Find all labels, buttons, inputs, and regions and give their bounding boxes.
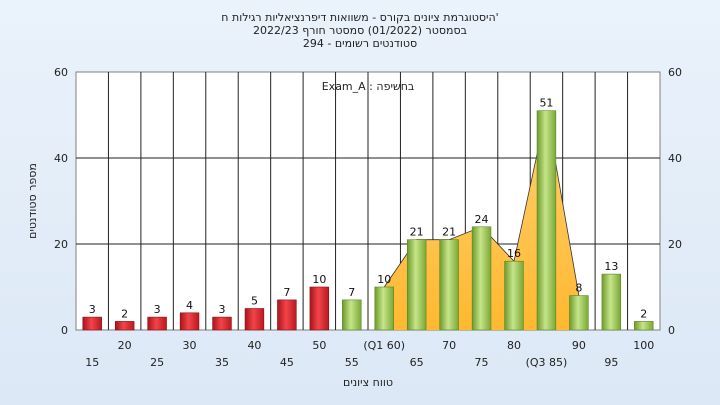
- y-axis-left: 0 20 40 60: [54, 66, 68, 337]
- x-tick-label: 65: [410, 356, 424, 369]
- y-tick-label: 20: [54, 238, 68, 251]
- y-axis-title: מספר סטודנטים: [26, 163, 39, 239]
- chart-title: 'היסטוגרמת ציונים בקורס - משוואות דיפרנצ…: [221, 11, 498, 50]
- x-tick-label: 25: [150, 356, 164, 369]
- x-tick-label: (Q1 60): [363, 339, 405, 352]
- value-labels: 3 2 3 4 3 5 7 10 7 10 21 21 24 16 51 8 13 2: [89, 97, 648, 321]
- value-label: 21: [410, 226, 424, 239]
- bar-45: [277, 299, 297, 331]
- bar-100: [634, 321, 654, 331]
- title-line-2: בסמסטר (01/2022) סמסטר חורף 2022/23: [253, 24, 467, 37]
- bar-50: [309, 286, 330, 331]
- value-label: 2: [121, 307, 128, 320]
- y-tick-label: 40: [54, 152, 68, 165]
- value-label: 24: [475, 213, 489, 226]
- bar-55: [342, 299, 362, 331]
- bar-15: [82, 316, 102, 331]
- title-line-3: סטודנטים רשומים - 294: [303, 37, 417, 50]
- value-label: 7: [348, 286, 355, 299]
- bar-Q385: [536, 110, 557, 331]
- x-tick-label: 55: [345, 356, 359, 369]
- x-tick-label: 50: [312, 339, 326, 352]
- y-tick-label-right: 40: [668, 152, 682, 165]
- bar-Q160: [374, 286, 394, 331]
- value-label: 5: [251, 295, 258, 308]
- x-tick-label: 90: [572, 339, 586, 352]
- distribution-area: [384, 110, 579, 330]
- x-tick-label: 80: [507, 339, 521, 352]
- x-tick-label: 45: [280, 356, 294, 369]
- bar-35: [212, 316, 232, 331]
- exam-annotation: בחשיפה : Exam_A: [322, 80, 415, 93]
- y-tick-label-right: 0: [668, 324, 675, 337]
- value-label: 3: [89, 303, 96, 316]
- y-tick-label-right: 60: [668, 66, 682, 79]
- x-tick-label: 100: [633, 339, 654, 352]
- x-tick-label: 75: [475, 356, 489, 369]
- x-tick-label: 70: [442, 339, 456, 352]
- x-tick-label: 35: [215, 356, 229, 369]
- x-axis: 15 20 25 30 35 40 45 50 55 (Q1 60) 65 70 75 80 (Q3 85)…: [85, 339, 654, 369]
- value-label: 16: [507, 247, 521, 260]
- value-label: 2: [640, 307, 647, 320]
- y-tick-label: 0: [61, 324, 68, 337]
- x-tick-label: 15: [85, 356, 99, 369]
- grid-lines: [76, 72, 660, 330]
- x-tick-label: 40: [247, 339, 261, 352]
- x-tick-label: 20: [118, 339, 132, 352]
- bar-65: [406, 239, 427, 331]
- bar-95: [601, 273, 622, 331]
- value-label: 7: [283, 286, 290, 299]
- y-axis-right: 0 20 40 60: [668, 66, 682, 337]
- x-tick-label: (Q3 85): [526, 356, 568, 369]
- x-tick-label: 30: [183, 339, 197, 352]
- bar-30: [179, 312, 200, 331]
- title-line-1: 'היסטוגרמת ציונים בקורס - משוואות דיפרנצ…: [221, 11, 498, 24]
- bar-90: [569, 295, 589, 331]
- y-tick-label-right: 20: [668, 238, 682, 251]
- value-label: 51: [539, 97, 553, 110]
- value-label: 4: [186, 299, 193, 312]
- x-tick-label: 95: [604, 356, 618, 369]
- value-label: 21: [442, 226, 456, 239]
- value-label: 10: [312, 273, 326, 286]
- bar-25: [147, 316, 167, 331]
- bars: [82, 110, 654, 331]
- y-tick-label: 60: [54, 66, 68, 79]
- bar-70: [439, 239, 459, 331]
- value-label: 13: [604, 260, 618, 273]
- bar-40: [244, 308, 265, 331]
- x-axis-title: טווח ציונים: [343, 376, 393, 389]
- bar-20: [114, 321, 135, 331]
- value-label: 3: [154, 303, 161, 316]
- bar-80: [504, 260, 524, 331]
- bar-75: [471, 226, 492, 331]
- value-label: 3: [219, 303, 226, 316]
- value-label: 8: [575, 282, 582, 295]
- value-label: 10: [377, 273, 391, 286]
